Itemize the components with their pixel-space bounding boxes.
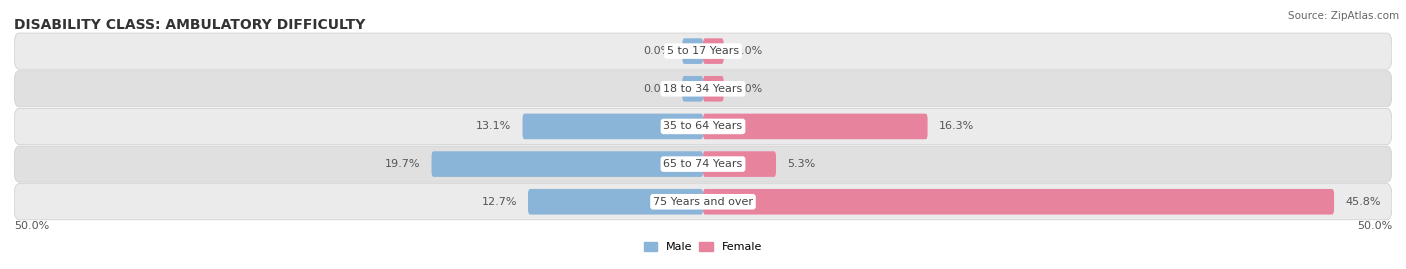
FancyBboxPatch shape [14,146,1392,182]
FancyBboxPatch shape [703,151,776,177]
FancyBboxPatch shape [703,189,1334,215]
FancyBboxPatch shape [529,189,703,215]
Legend: Male, Female: Male, Female [640,237,766,256]
Text: 0.0%: 0.0% [643,84,671,94]
Text: 45.8%: 45.8% [1346,197,1381,207]
Text: 0.0%: 0.0% [735,84,763,94]
FancyBboxPatch shape [682,76,703,102]
Text: 18 to 34 Years: 18 to 34 Years [664,84,742,94]
Text: 0.0%: 0.0% [735,46,763,56]
Text: 16.3%: 16.3% [939,121,974,132]
FancyBboxPatch shape [703,114,928,139]
Text: 5 to 17 Years: 5 to 17 Years [666,46,740,56]
Text: 35 to 64 Years: 35 to 64 Years [664,121,742,132]
Text: 0.0%: 0.0% [643,46,671,56]
FancyBboxPatch shape [14,108,1392,144]
Text: 50.0%: 50.0% [14,221,49,231]
FancyBboxPatch shape [14,33,1392,69]
FancyBboxPatch shape [703,76,724,102]
FancyBboxPatch shape [432,151,703,177]
Text: 5.3%: 5.3% [787,159,815,169]
Text: 19.7%: 19.7% [385,159,420,169]
Text: Source: ZipAtlas.com: Source: ZipAtlas.com [1288,11,1399,21]
FancyBboxPatch shape [682,38,703,64]
FancyBboxPatch shape [703,38,724,64]
Text: 65 to 74 Years: 65 to 74 Years [664,159,742,169]
Text: 13.1%: 13.1% [477,121,512,132]
FancyBboxPatch shape [14,184,1392,220]
Text: 75 Years and over: 75 Years and over [652,197,754,207]
Text: 12.7%: 12.7% [481,197,517,207]
Text: 50.0%: 50.0% [1357,221,1392,231]
FancyBboxPatch shape [523,114,703,139]
Text: DISABILITY CLASS: AMBULATORY DIFFICULTY: DISABILITY CLASS: AMBULATORY DIFFICULTY [14,18,366,32]
FancyBboxPatch shape [14,71,1392,107]
